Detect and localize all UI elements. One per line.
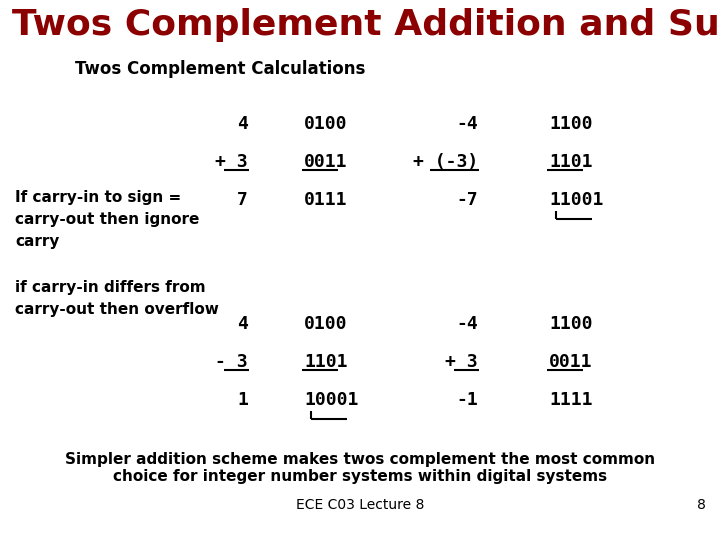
Text: 1100: 1100 bbox=[549, 315, 593, 333]
Text: 0100: 0100 bbox=[304, 115, 348, 133]
Text: 7: 7 bbox=[237, 191, 248, 209]
Text: 1111: 1111 bbox=[549, 391, 593, 409]
Text: 4: 4 bbox=[237, 315, 248, 333]
Text: 1101: 1101 bbox=[304, 353, 348, 371]
Text: 1101: 1101 bbox=[549, 153, 593, 171]
Text: choice for integer number systems within digital systems: choice for integer number systems within… bbox=[113, 469, 607, 484]
Text: -4: -4 bbox=[456, 315, 478, 333]
Text: 0111: 0111 bbox=[304, 191, 348, 209]
Text: 11001: 11001 bbox=[549, 191, 603, 209]
Text: ECE C03 Lecture 8: ECE C03 Lecture 8 bbox=[296, 498, 424, 512]
Text: - 3: - 3 bbox=[215, 353, 248, 371]
Text: If carry-in to sign =
carry-out then ignore
carry: If carry-in to sign = carry-out then ign… bbox=[15, 190, 199, 249]
Text: + 3: + 3 bbox=[215, 153, 248, 171]
Text: 1: 1 bbox=[237, 391, 248, 409]
Text: 8: 8 bbox=[697, 498, 706, 512]
Text: 10001: 10001 bbox=[304, 391, 359, 409]
Text: Twos Complement Addition and Subtraction: Twos Complement Addition and Subtraction bbox=[12, 8, 720, 42]
Text: 0011: 0011 bbox=[304, 153, 348, 171]
Text: Simpler addition scheme makes twos complement the most common: Simpler addition scheme makes twos compl… bbox=[65, 452, 655, 467]
Text: Twos Complement Calculations: Twos Complement Calculations bbox=[75, 60, 365, 78]
Text: -1: -1 bbox=[456, 391, 478, 409]
Text: 1100: 1100 bbox=[549, 115, 593, 133]
Text: -4: -4 bbox=[456, 115, 478, 133]
Text: if carry-in differs from
carry-out then overflow: if carry-in differs from carry-out then … bbox=[15, 280, 219, 317]
Text: + (-3): + (-3) bbox=[413, 153, 478, 171]
Text: 0100: 0100 bbox=[304, 315, 348, 333]
Text: + 3: + 3 bbox=[446, 353, 478, 371]
Text: 0011: 0011 bbox=[549, 353, 593, 371]
Text: -7: -7 bbox=[456, 191, 478, 209]
Text: 4: 4 bbox=[237, 115, 248, 133]
